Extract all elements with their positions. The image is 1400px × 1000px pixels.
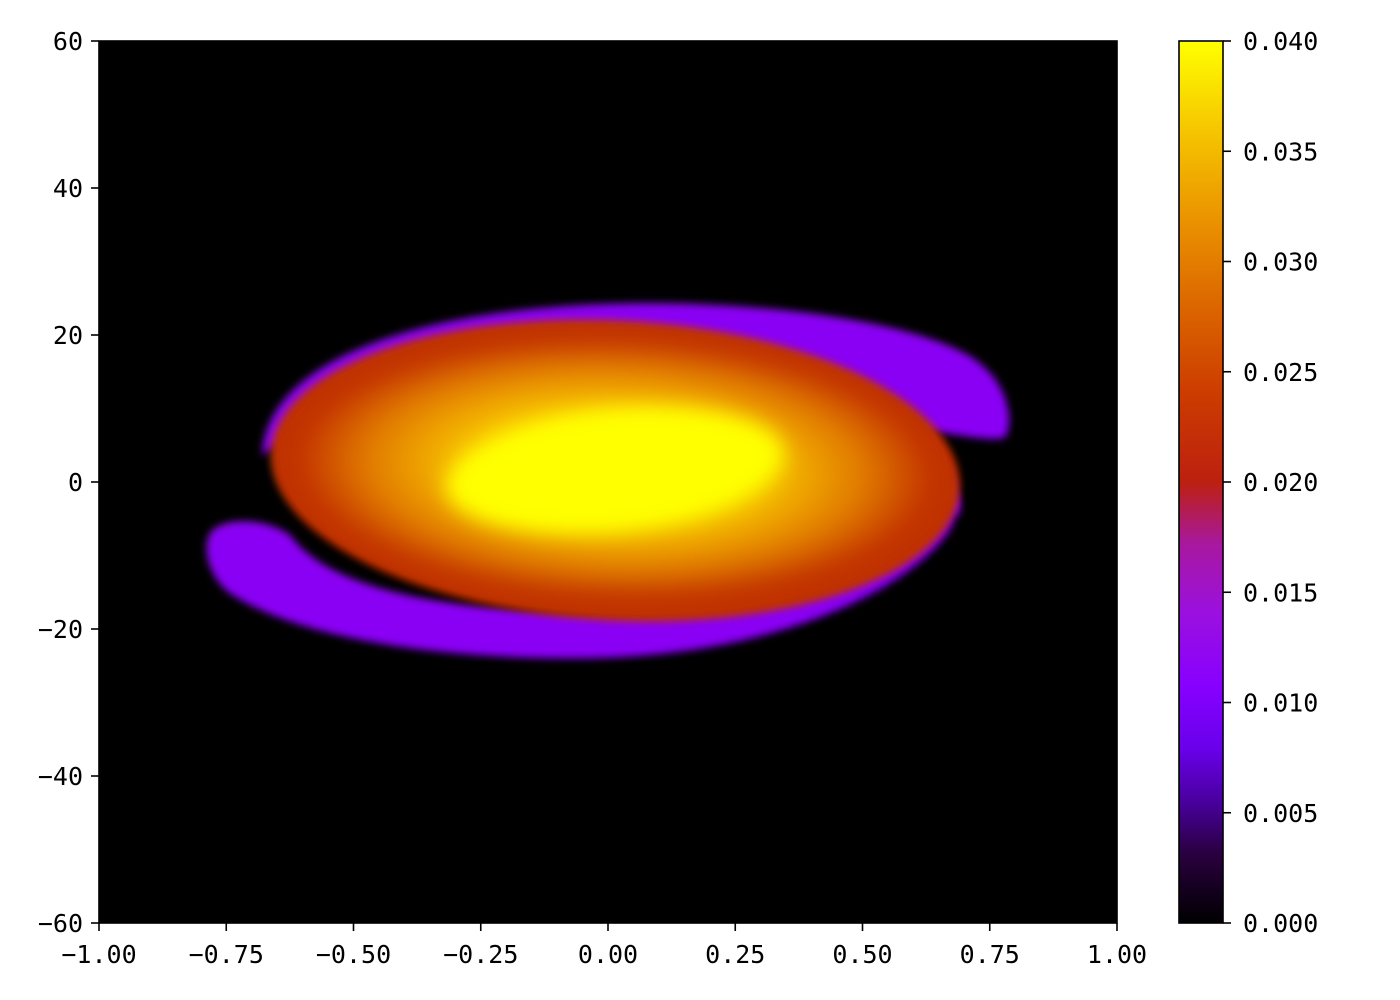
x-axis: −1.00 −0.75 −0.50 −0.25 0.00 0.25 0.50 0.75 1.00 (61, 923, 1147, 969)
y-tick-label: 40 (53, 174, 83, 203)
x-tick-label: 0.75 (960, 940, 1020, 969)
x-tick-label: 0.50 (832, 940, 892, 969)
colorbar-tick-label: 0.005 (1243, 799, 1318, 828)
colorbar-tick-label: 0.015 (1243, 578, 1318, 607)
y-tick-label: 0 (68, 468, 83, 497)
colorbar-tick-label: 0.020 (1243, 468, 1318, 497)
y-tick-label: −20 (38, 615, 83, 644)
x-tick-label: 0.25 (705, 940, 765, 969)
colorbar-tick-label: 0.035 (1243, 137, 1318, 166)
colorbar-tick-label: 0.030 (1243, 248, 1318, 277)
x-tick-label: −1.00 (61, 940, 136, 969)
x-tick-label: 0.00 (578, 940, 638, 969)
x-tick-label: −0.75 (189, 940, 264, 969)
colorbar-tick-label: 0.025 (1243, 358, 1318, 387)
y-tick-label: −40 (38, 762, 83, 791)
y-tick-label: −60 (38, 909, 83, 938)
colorbar-tick-label: 0.010 (1243, 689, 1318, 718)
colorbar-tick-label: 0.040 (1243, 27, 1318, 56)
heatmap-field (206, 302, 1009, 659)
x-tick-label: −0.50 (316, 940, 391, 969)
x-tick-label: −0.25 (443, 940, 518, 969)
colorbar (1179, 41, 1223, 923)
y-tick-label: 60 (53, 27, 83, 56)
heatmap-peak (445, 407, 785, 533)
y-tick-label: 20 (53, 321, 83, 350)
colorbar-axis: 0.000 0.005 0.010 0.015 0.020 0.025 0.030 0.035… (1223, 27, 1318, 938)
x-tick-label: 1.00 (1087, 940, 1147, 969)
heatmap-arm-lower (206, 495, 959, 659)
colorbar-tick-label: 0.000 (1243, 909, 1318, 938)
y-axis: −60 −40 −20 0 20 40 60 (38, 27, 99, 938)
